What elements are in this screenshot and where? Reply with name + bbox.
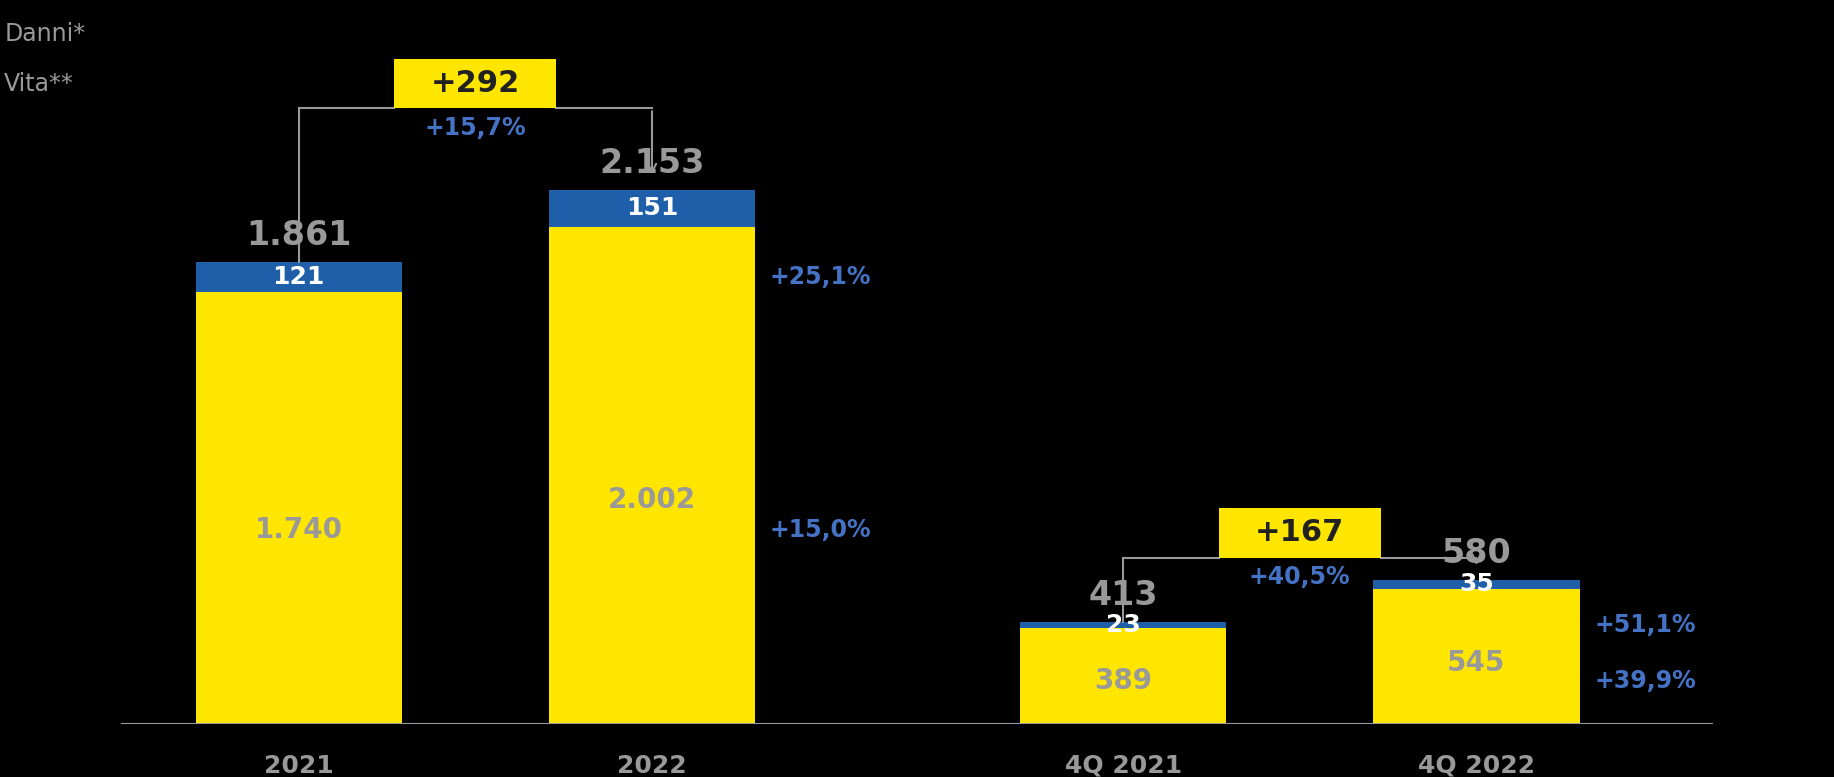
Bar	[196, 262, 402, 292]
Text: 4Q 2021: 4Q 2021	[1064, 754, 1181, 777]
Bar	[1020, 622, 1227, 628]
Text: 2022: 2022	[618, 754, 686, 777]
Text: 23: 23	[1106, 612, 1141, 636]
Text: +292: +292	[431, 69, 519, 98]
Text: +15,7%: +15,7%	[424, 116, 526, 140]
Bar	[1374, 589, 1579, 724]
Text: 4Q 2022: 4Q 2022	[1418, 754, 1535, 777]
FancyBboxPatch shape	[394, 59, 556, 109]
Text: 1.861: 1.861	[246, 219, 352, 253]
Text: +167: +167	[1254, 518, 1344, 548]
Bar	[196, 292, 402, 724]
Text: 2021: 2021	[264, 754, 334, 777]
Text: 413: 413	[1088, 579, 1157, 611]
Bar	[1020, 628, 1227, 724]
Text: Danni*: Danni*	[4, 22, 86, 46]
Text: +51,1%: +51,1%	[1594, 612, 1696, 636]
FancyBboxPatch shape	[1220, 508, 1381, 558]
Text: +39,9%: +39,9%	[1594, 669, 1696, 692]
Text: Vita**: Vita**	[4, 71, 73, 96]
Text: +15,0%: +15,0%	[770, 517, 871, 542]
Text: 121: 121	[273, 265, 325, 289]
Text: +25,1%: +25,1%	[770, 265, 871, 289]
Text: 35: 35	[1460, 573, 1495, 597]
Text: 2.002: 2.002	[607, 486, 697, 514]
Text: 1.740: 1.740	[255, 516, 343, 544]
Bar	[1374, 580, 1579, 589]
Text: +40,5%: +40,5%	[1249, 565, 1350, 589]
Text: 151: 151	[625, 197, 679, 221]
Bar	[548, 227, 756, 724]
Text: 2.153: 2.153	[600, 147, 704, 179]
Text: 545: 545	[1447, 650, 1506, 678]
Bar	[548, 190, 756, 227]
Text: 389: 389	[1095, 667, 1152, 695]
Text: 580: 580	[1442, 537, 1511, 570]
